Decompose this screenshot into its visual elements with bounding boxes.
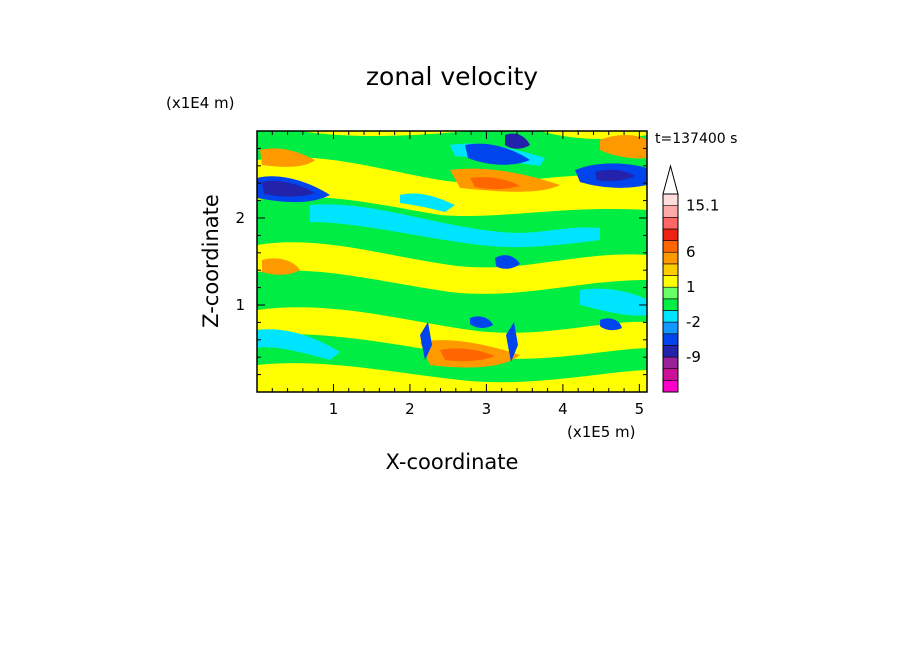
plot-frame [256,130,648,393]
colorbar-level [662,298,679,311]
x-tick-label: 3 [482,400,492,418]
colorbar-level [662,310,679,323]
colorbar-level [662,368,679,381]
colorbar-level [662,251,679,265]
x-tick-label: 5 [635,400,645,418]
colorbar-level [662,275,679,288]
colorbar-level [662,228,679,241]
colorbar-level [662,193,679,206]
colorbar-level [662,205,679,218]
x-tick-label: 1 [329,400,339,418]
y-tick-label: 1 [235,296,245,314]
colorbar-level [662,240,679,253]
y-axis-label: Z-coordinate [199,194,223,328]
x-axis: 1 2 3 4 5 [271,131,645,418]
colorbar-label: -9 [686,348,701,366]
colorbar-level [662,333,679,346]
colorbar-label: 6 [686,243,696,261]
x-axis-label: X-coordinate [386,450,519,474]
colorbar: 15.1 6 1 -2 -9 [662,164,719,393]
chart-title: zonal velocity [366,62,538,91]
colorbar-level [662,321,679,335]
colorbar-level [662,263,679,276]
colorbar-frame [662,193,679,393]
x-unit-label: (x1E5 m) [567,423,636,441]
colorbar-label: 1 [686,278,696,296]
colorbar-label: -2 [686,313,701,331]
colorbar-label: 15.1 [686,197,719,215]
x-tick-label: 2 [405,400,415,418]
y-axis: 12 [235,147,647,376]
y-tick-label: 2 [235,209,245,227]
time-label: t=137400 s [655,131,737,147]
colorbar-level [662,345,679,358]
colorbar-level [662,286,679,300]
colorbar-level [662,216,679,230]
colorbar-level [662,356,679,370]
contour-field [257,131,647,392]
colorbar-arrow [662,164,679,195]
colorbar-level [662,380,679,393]
x-tick-label: 4 [558,400,568,418]
y-unit-label: (x1E4 m) [166,94,235,112]
